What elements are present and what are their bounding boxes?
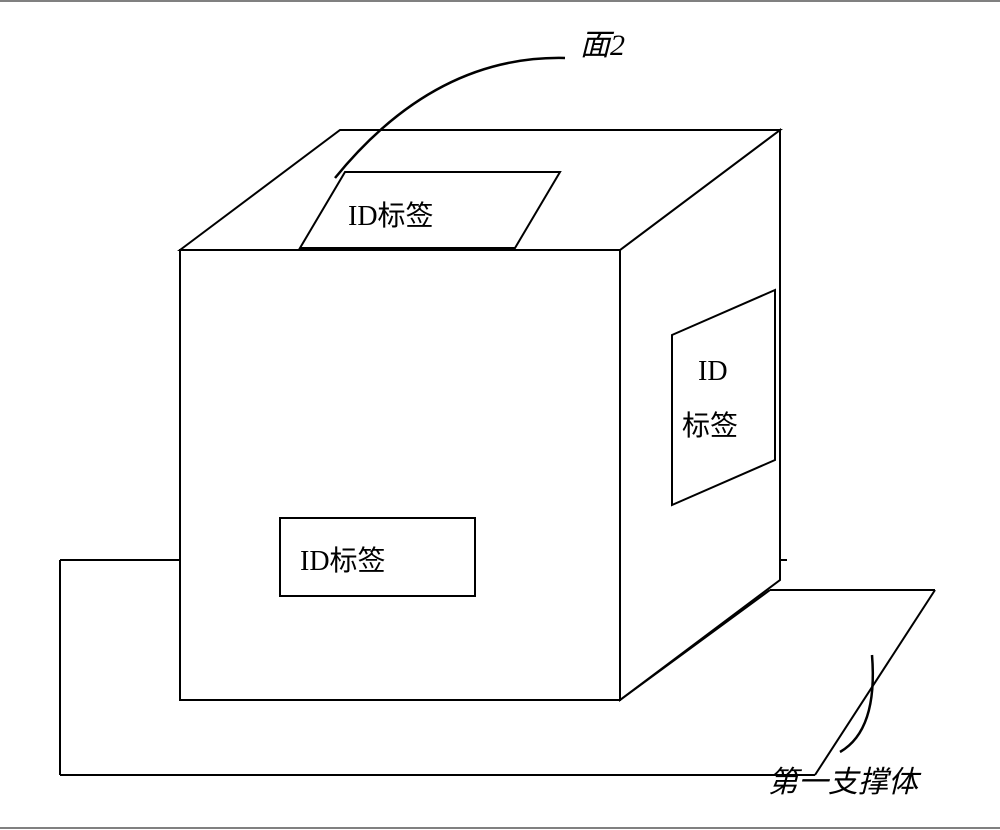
diagram-container: ID标签 ID标签 ID 标签 面2 第一支撑体 (0, 0, 1000, 830)
box-front-face (180, 250, 620, 700)
id-label-right-text1: ID (698, 356, 728, 387)
id-label-right-text2: 标签 (682, 410, 738, 442)
leader-curve-bottom (840, 655, 873, 752)
annotation-bottom: 第一支撑体 (768, 766, 922, 799)
diagram-svg: ID标签 ID标签 ID 标签 面2 第一支撑体 (0, 0, 1000, 830)
annotation-top: 面2 (580, 29, 625, 62)
id-label-front: ID标签 (280, 518, 475, 596)
id-label-top-text: ID标签 (348, 200, 434, 232)
id-label-front-text: ID标签 (300, 545, 386, 577)
id-label-top: ID标签 (300, 172, 560, 248)
